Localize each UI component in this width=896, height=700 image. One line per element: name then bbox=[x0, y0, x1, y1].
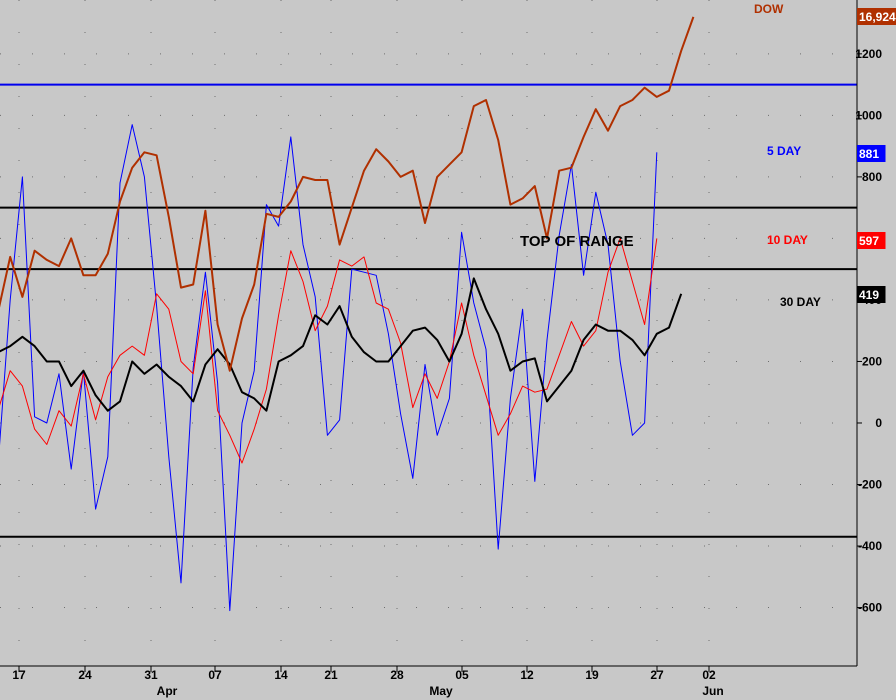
last-value-badge bbox=[857, 8, 896, 25]
last-value-badge bbox=[857, 145, 886, 162]
x-tick-label: 12 bbox=[520, 668, 534, 682]
x-tick-label: 24 bbox=[78, 668, 92, 682]
last-value-label: 419 bbox=[859, 288, 879, 302]
y-tick-label: 800 bbox=[862, 170, 882, 184]
series-name-label-30-day: 30 DAY bbox=[780, 295, 821, 309]
last-value-badge bbox=[857, 286, 886, 303]
series-line-30-day bbox=[0, 277, 683, 412]
series-name-label-dow: DOW bbox=[754, 2, 784, 16]
top-of-range-annotation: TOP OF RANGE bbox=[520, 233, 634, 250]
x-tick-label: 17 bbox=[12, 668, 26, 682]
y-tick-label: 1000 bbox=[855, 108, 882, 122]
x-tick-label: 05 bbox=[455, 668, 469, 682]
month-label: May bbox=[429, 684, 453, 698]
series-lines bbox=[0, 16, 695, 612]
series-labels: 5 DAY 10 DAY 30 DAY DOW bbox=[754, 2, 821, 309]
last-value-label: 881 bbox=[859, 147, 879, 161]
y-tick-label: 1200 bbox=[855, 47, 882, 61]
last-value-label: 597 bbox=[859, 234, 879, 248]
x-tick-label: 07 bbox=[208, 668, 222, 682]
y-axis-ticks: 120010008006004002000-200-400-6008815974… bbox=[855, 8, 896, 615]
month-label: Jun bbox=[702, 684, 723, 698]
x-tick-label: 27 bbox=[650, 668, 664, 682]
y-tick-label: 0 bbox=[875, 416, 882, 430]
month-label: Apr bbox=[157, 684, 178, 698]
y-tick-label: -600 bbox=[858, 601, 882, 615]
x-tick-label: 21 bbox=[324, 668, 338, 682]
y-tick-label: 200 bbox=[862, 354, 882, 368]
x-tick-label: 31 bbox=[144, 668, 158, 682]
series-line-10-day bbox=[0, 237, 658, 464]
last-value-badge bbox=[857, 232, 886, 249]
plot-area bbox=[0, 0, 857, 666]
series-name-label-10-day: 10 DAY bbox=[767, 233, 808, 247]
series-line-5-day bbox=[0, 124, 658, 612]
reference-lines bbox=[0, 83, 857, 538]
x-tick-label: 19 bbox=[585, 668, 599, 682]
x-tick-label: 14 bbox=[274, 668, 288, 682]
x-axis-ticks: 17 24 31 07 14 21 28 05 12 19 27 02 Apr May Jun bbox=[12, 666, 724, 698]
last-value-label: 16,924 bbox=[859, 10, 896, 24]
series-line-dow bbox=[0, 16, 695, 372]
y-tick-label: -400 bbox=[858, 539, 882, 553]
series-name-label-5-day: 5 DAY bbox=[767, 144, 801, 158]
x-tick-label: 28 bbox=[390, 668, 404, 682]
y-tick-label: -200 bbox=[858, 478, 882, 492]
x-tick-label: 02 bbox=[702, 668, 716, 682]
